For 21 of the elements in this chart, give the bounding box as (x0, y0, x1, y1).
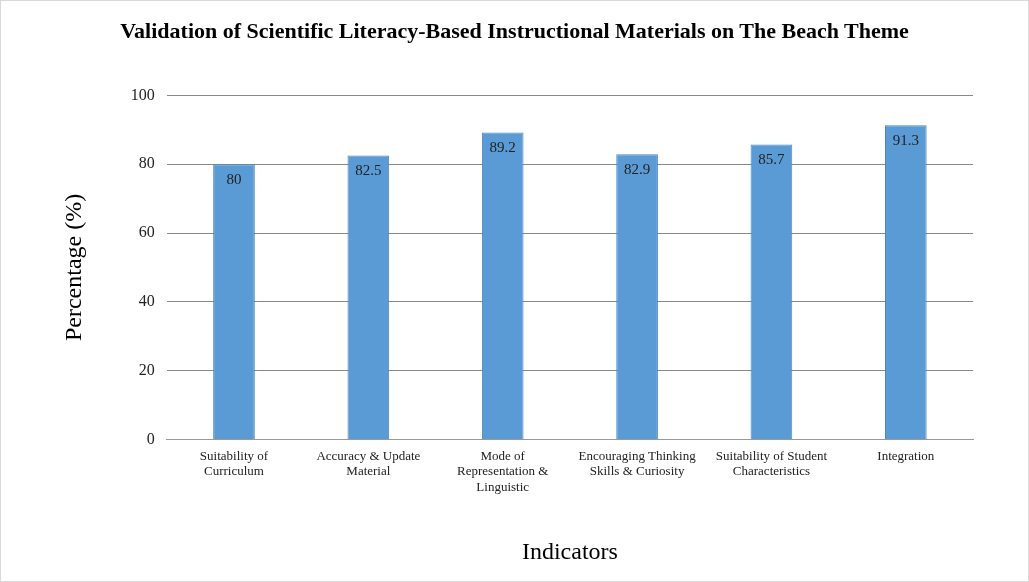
y-tick-label: 60 (138, 223, 155, 241)
chart-title: Validation of Scientific Literacy-Based Instructional Materials on The Beach Theme (120, 17, 909, 43)
x-tick-label: Integration (877, 447, 935, 463)
data-label: 80 (226, 170, 242, 187)
x-tick-label: Suitability of Student Characteristics (715, 447, 828, 479)
y-tick-label: 20 (138, 360, 155, 378)
x-tick-label: Accuracy & Update Material (316, 447, 421, 479)
x-tick-label: Mode of Representation & Linguistic (457, 447, 549, 494)
data-label: 85.7 (758, 151, 786, 168)
y-tick-label: 80 (138, 154, 155, 172)
y-tick-label: 0 (146, 429, 155, 447)
y-tick-label: 40 (138, 292, 155, 309)
data-label: 91.3 (892, 131, 919, 148)
x-axis-title: Indicators (521, 537, 618, 564)
y-axis-title: Percentage (%) (59, 193, 86, 342)
data-label: 82.9 (623, 160, 651, 177)
x-tick-label: Suitability of Curriculum (199, 447, 269, 479)
y-tick-label: 100 (130, 85, 155, 103)
data-label: 82.5 (355, 162, 382, 179)
x-tick-label: Encouraging Thinking Skills & Curiosity (578, 447, 697, 479)
data-label: 89.2 (489, 138, 516, 155)
